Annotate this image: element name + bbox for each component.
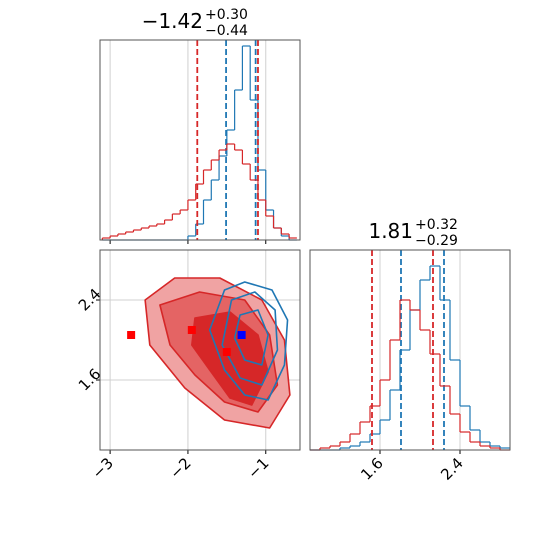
axes-frame <box>309 249 511 451</box>
title-lower: −0.29 <box>415 233 458 249</box>
marker <box>127 331 136 339</box>
marker <box>237 331 246 339</box>
title-value: 1.81 <box>368 219 413 243</box>
contour-line <box>233 309 269 366</box>
axes-frame <box>99 39 301 241</box>
x-tick-label: −1 <box>244 454 272 482</box>
title-lower: −0.44 <box>205 23 248 39</box>
marker <box>187 326 196 334</box>
x-tick-label: −2 <box>166 454 194 482</box>
title-upper: +0.30 <box>205 7 248 23</box>
x-tick-label: 1.6 <box>357 454 387 484</box>
marker <box>222 348 231 356</box>
axes-frame <box>99 249 301 451</box>
title-value: −1.42 <box>142 9 203 33</box>
contour-line <box>208 281 289 401</box>
title-upper: +0.32 <box>415 217 458 233</box>
x-tick-label: 2.4 <box>437 454 467 484</box>
x-tick-label: −3 <box>89 454 117 482</box>
